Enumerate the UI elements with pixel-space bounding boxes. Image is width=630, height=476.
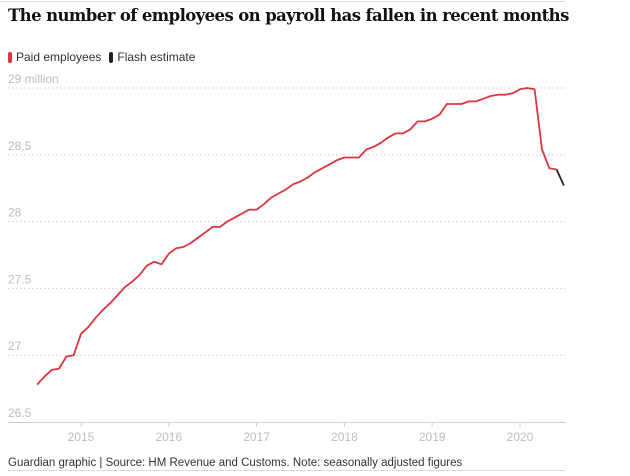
legend-item-flash-estimate: Flash estimate [109, 50, 195, 64]
series-line-paid-employees [36, 87, 557, 386]
x-tick-label: 2018 [331, 430, 358, 444]
x-tick-label: 2017 [243, 430, 270, 444]
series-line-flash-estimate [555, 169, 565, 186]
x-tick-label: 2015 [68, 430, 95, 444]
y-tick-label: 27.5 [8, 272, 32, 286]
y-tick-label: 26.5 [8, 406, 32, 420]
y-tick-label: 29 million [8, 72, 59, 86]
x-tick-label: 2016 [155, 430, 182, 444]
legend-label: Flash estimate [117, 50, 196, 64]
legend-label: Paid employees [16, 50, 102, 64]
y-tick-label: 28 [8, 206, 22, 220]
bottom-rule [8, 470, 565, 471]
x-tick-label: 2019 [419, 430, 446, 444]
chart-title: The number of employees on payroll has f… [8, 6, 569, 25]
top-rule [0, 1, 565, 2]
legend: Paid employees Flash estimate [8, 50, 195, 64]
legend-swatch-red [8, 51, 12, 63]
legend-item-paid-employees: Paid employees [8, 50, 101, 64]
source-note: Guardian graphic | Source: HM Revenue an… [8, 457, 463, 469]
legend-swatch-black [109, 51, 114, 63]
y-tick-label: 28.5 [8, 139, 32, 153]
x-tick-label: 2020 [507, 430, 534, 444]
y-tick-label: 27 [8, 339, 22, 353]
